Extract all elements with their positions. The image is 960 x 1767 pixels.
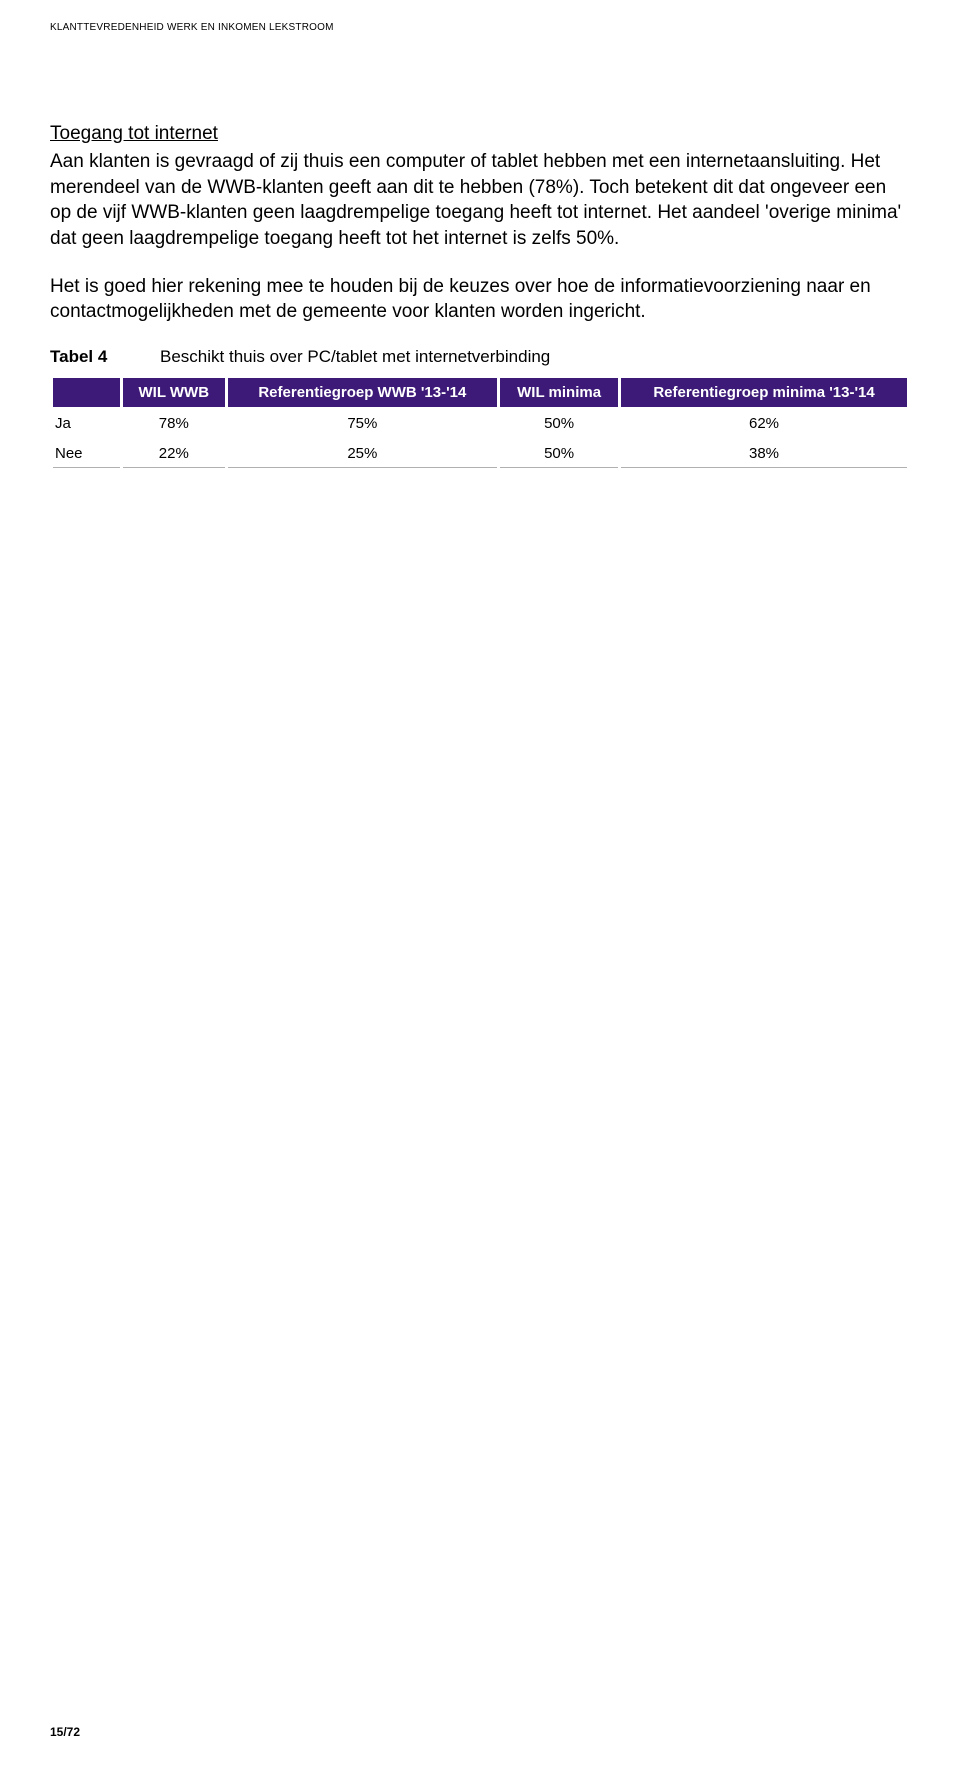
- row-label: Ja: [52, 408, 122, 438]
- table-header-col2: Referentiegroep WWB '13-'14: [226, 376, 499, 408]
- table-cell: 50%: [499, 438, 620, 467]
- paragraph-1: Aan klanten is gevraagd of zij thuis een…: [50, 149, 910, 252]
- table-cell: 25%: [226, 438, 499, 467]
- table-cell: 75%: [226, 408, 499, 438]
- table-row: Ja 78% 75% 50% 62%: [52, 408, 909, 438]
- page: KLANTTEVREDENHEID WERK EN INKOMEN LEKSTR…: [0, 0, 960, 1767]
- table-header-row: WIL WWB Referentiegroep WWB '13-'14 WIL …: [52, 376, 909, 408]
- paragraph-2: Het is goed hier rekening mee te houden …: [50, 274, 910, 325]
- table-cell: 50%: [499, 408, 620, 438]
- table-header-col3: WIL minima: [499, 376, 620, 408]
- table-header-empty: [52, 376, 122, 408]
- table-cell: 22%: [122, 438, 227, 467]
- data-table: WIL WWB Referentiegroep WWB '13-'14 WIL …: [50, 375, 910, 468]
- table-cell: 38%: [620, 438, 909, 467]
- section-title: Toegang tot internet: [50, 123, 910, 145]
- table-header-col4: Referentiegroep minima '13-'14: [620, 376, 909, 408]
- table-header-col1: WIL WWB: [122, 376, 227, 408]
- table-row: Nee 22% 25% 50% 38%: [52, 438, 909, 467]
- table-caption-text: Beschikt thuis over PC/tablet met intern…: [160, 347, 550, 367]
- table-cell: 78%: [122, 408, 227, 438]
- table-cell: 62%: [620, 408, 909, 438]
- page-footer: 15/72: [50, 1725, 80, 1739]
- row-label: Nee: [52, 438, 122, 467]
- page-header: KLANTTEVREDENHEID WERK EN INKOMEN LEKSTR…: [50, 22, 910, 33]
- table-label: Tabel 4: [50, 347, 160, 367]
- table-caption: Tabel 4 Beschikt thuis over PC/tablet me…: [50, 347, 910, 367]
